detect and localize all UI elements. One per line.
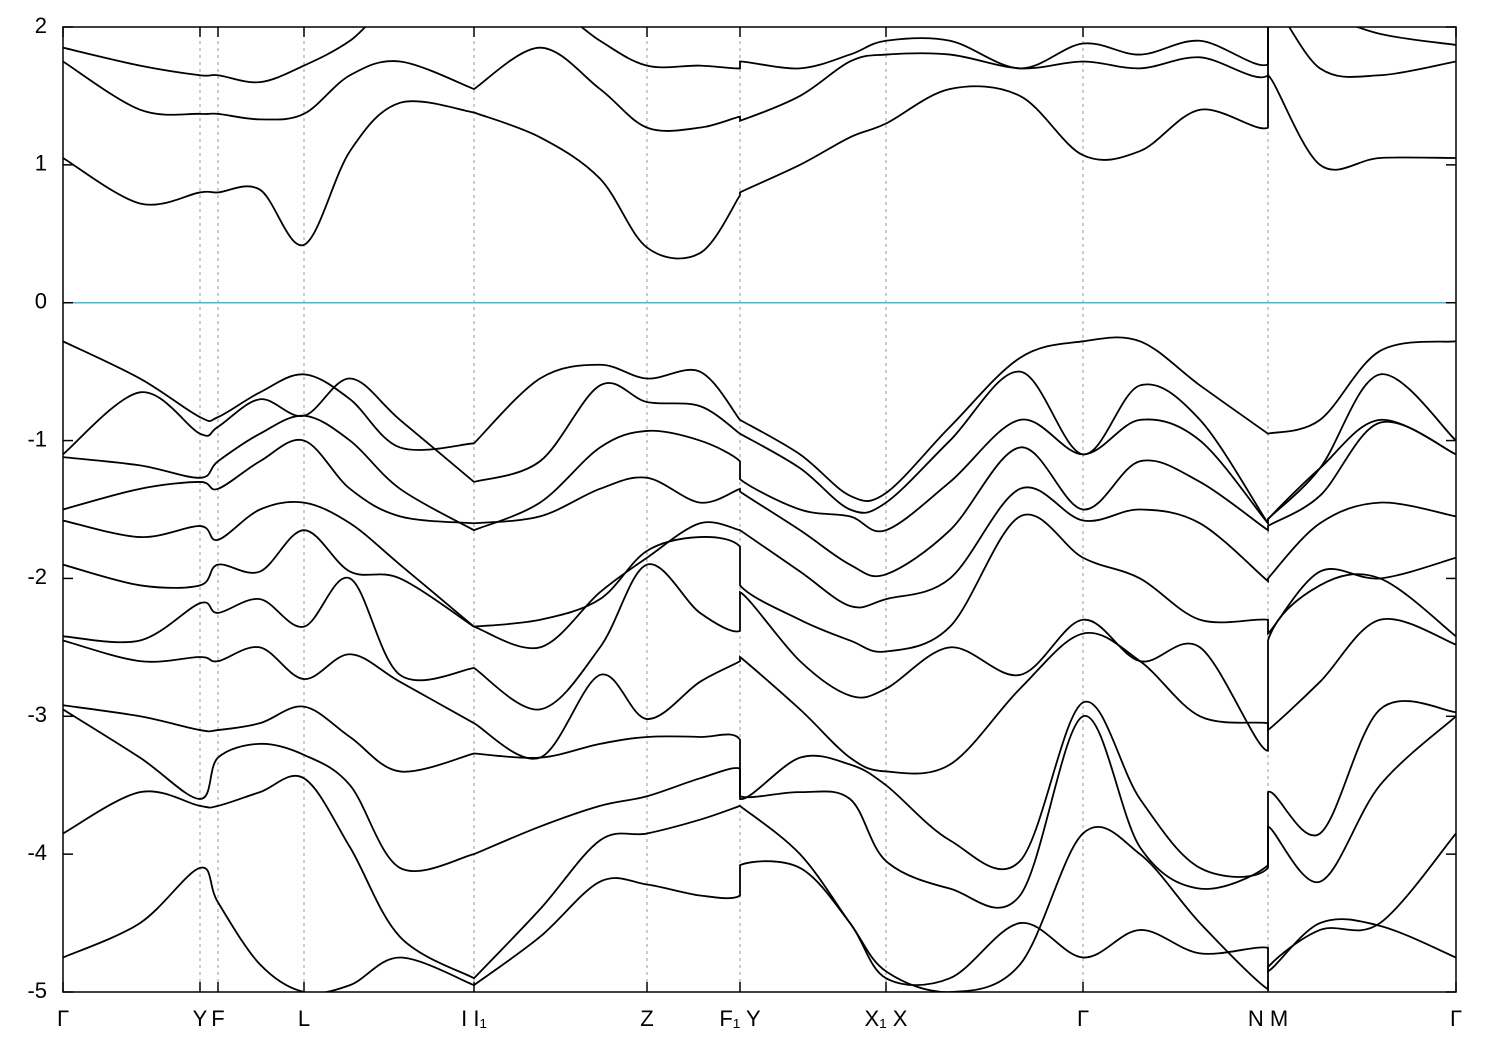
- band: [63, 486, 1456, 650]
- y-tick-label: -1: [27, 426, 47, 451]
- y-tick-label: -3: [27, 702, 47, 727]
- y-tick-label: 0: [35, 289, 47, 314]
- x-tick-label: Γ: [57, 1006, 69, 1031]
- band: [63, 775, 1456, 992]
- band: [63, 370, 1456, 527]
- band: [63, 27, 1456, 132]
- band: [63, 414, 1456, 533]
- grid-layer: [62, 27, 1457, 992]
- band: [63, 708, 1456, 909]
- band: [63, 700, 1456, 878]
- band: [63, 513, 1456, 653]
- x-tick-label: X₁ X: [865, 1006, 908, 1031]
- x-tick-label: Y: [193, 1006, 208, 1031]
- x-tick-label: L: [298, 1006, 310, 1031]
- y-tick-label: -2: [27, 564, 47, 589]
- x-tick-label: F: [211, 1006, 224, 1031]
- x-tick-label: Γ: [1450, 1006, 1462, 1031]
- band: [63, 563, 1456, 752]
- y-tick-label: 2: [35, 13, 47, 38]
- axes-layer: -5 -4 -3 -2 -1 0 1 2 Γ Y F L I I₁ Z F₁ Y X₁ X Γ N M Γ: [27, 13, 1462, 1031]
- x-tick-label: F₁ Y: [719, 1006, 761, 1031]
- plot-frame: [62, 26, 1457, 993]
- x-tick-label: N M: [1248, 1006, 1288, 1031]
- x-tick-label: Γ: [1077, 1006, 1089, 1031]
- x-tick-label: Z: [640, 1006, 653, 1031]
- y-tick-label: 1: [35, 151, 47, 176]
- band: [63, 860, 1456, 992]
- x-tick-label: I I₁: [461, 1006, 487, 1031]
- band: [63, 336, 1456, 502]
- band: [63, 420, 1456, 578]
- y-tick-label: -5: [27, 978, 47, 1003]
- band: [63, 617, 1456, 775]
- band: [63, 27, 1456, 84]
- band: [63, 73, 1456, 260]
- bands-layer: [63, 27, 1456, 992]
- y-tick-label: -4: [27, 840, 47, 865]
